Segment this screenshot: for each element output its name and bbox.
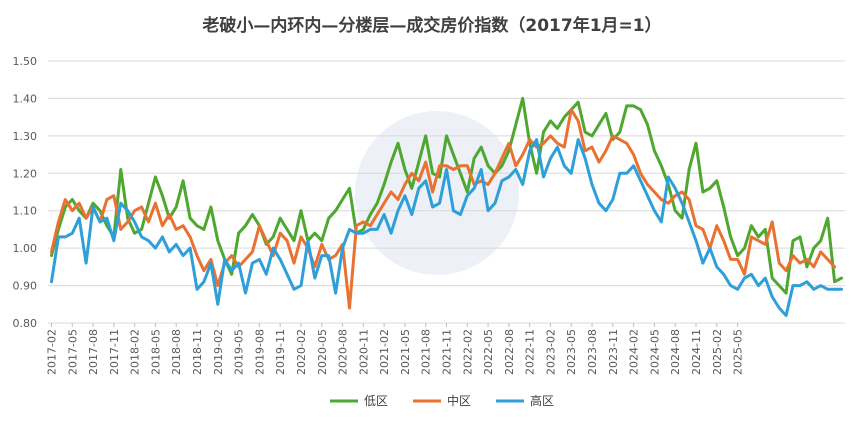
- x-tick-label: 2018-11: [191, 329, 204, 375]
- series-layer: [50, 96, 843, 317]
- chart-title: 老破小—内环内—分楼层—成交房价指数（2017年1月=1）: [201, 15, 661, 36]
- x-tick-label: 2023-02: [544, 329, 557, 375]
- x-tick-label: 2021-02: [378, 329, 391, 375]
- x-tick-label: 2021-11: [441, 329, 454, 375]
- x-tick-label: 2019-05: [233, 329, 246, 375]
- series-line-2: [50, 108, 837, 310]
- x-tick-label: 2019-02: [212, 329, 225, 375]
- x-tick-label: 2025-02: [711, 329, 724, 375]
- x-tick-label: 2023-05: [565, 329, 578, 375]
- x-tick-label: 2019-11: [274, 329, 287, 375]
- x-tick-label: 2021-08: [420, 329, 433, 375]
- series-line-3: [50, 138, 843, 317]
- x-tick-label: 2022-08: [503, 329, 516, 375]
- legend-label: 高区: [530, 393, 554, 408]
- x-tick-label: 2022-02: [461, 329, 474, 375]
- y-tick-label: 1.30: [13, 130, 38, 143]
- legend-label: 中区: [447, 393, 471, 408]
- x-tick-label: 2022-05: [482, 329, 495, 375]
- x-tick-label: 2024-05: [648, 329, 661, 375]
- x-tick-label: 2023-11: [607, 329, 620, 375]
- y-axis-ticks: 0.80 0.90 1.00 1.10 1.20 1.30 1.40 1.50: [13, 55, 38, 330]
- legend: 低区 中区 高区: [330, 393, 554, 408]
- y-tick-label: 1.20: [13, 167, 38, 180]
- y-tick-label: 0.80: [13, 317, 38, 330]
- x-tick-label: 2017-11: [108, 329, 121, 375]
- x-tick-label: 2017-02: [45, 329, 58, 375]
- x-tick-label: 2020-08: [337, 329, 350, 375]
- x-tick-label: 2020-05: [316, 329, 329, 375]
- x-tick-label: 2022-11: [524, 329, 537, 375]
- x-tick-label: 2023-08: [586, 329, 599, 375]
- y-tick-label: 1.40: [13, 92, 38, 105]
- x-tick-label: 2024-02: [628, 329, 641, 375]
- y-tick-label: 1.50: [13, 55, 38, 68]
- x-tick-label: 2024-11: [690, 329, 703, 375]
- x-tick-label: 2021-05: [399, 329, 412, 375]
- x-tick-label: 2018-02: [129, 329, 142, 375]
- legend-label: 低区: [364, 394, 388, 408]
- x-tick-label: 2025-05: [732, 329, 745, 375]
- x-tick-label: 2024-08: [669, 329, 682, 375]
- y-tick-label: 1.10: [13, 205, 38, 218]
- x-tick-label: 2017-08: [87, 329, 100, 375]
- y-tick-label: 0.90: [13, 280, 38, 293]
- x-tick-label: 2020-02: [295, 329, 308, 375]
- x-tick-label: 2020-11: [357, 329, 370, 375]
- x-tick-label: 2018-08: [170, 329, 183, 375]
- x-axis-ticks: 2017-02 2017-05 2017-08 2017-11 2018-02 2018-…: [45, 323, 745, 375]
- y-tick-label: 1.00: [13, 242, 38, 255]
- x-tick-label: 2017-05: [66, 329, 79, 375]
- x-tick-label: 2019-08: [253, 329, 266, 375]
- x-tick-label: 2018-05: [149, 329, 162, 375]
- series-line-1: [50, 96, 843, 295]
